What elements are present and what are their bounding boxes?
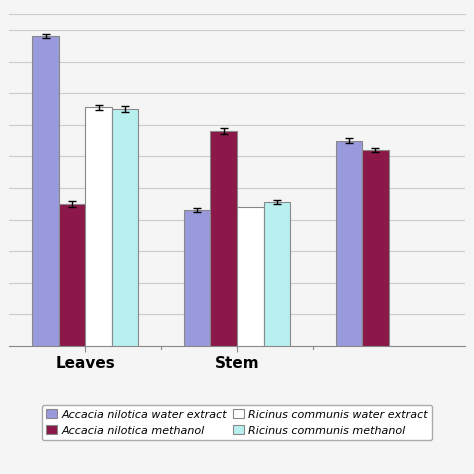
Bar — [85, 108, 112, 346]
Bar — [237, 207, 264, 346]
Bar — [59, 204, 85, 346]
Bar — [184, 210, 210, 346]
Bar — [32, 36, 59, 346]
Bar — [210, 131, 237, 346]
Legend: Accacia nilotica water extract, Accacia nilotica methanol, Ricinus communis wate: Accacia nilotica water extract, Accacia … — [42, 405, 432, 440]
Bar — [264, 202, 290, 346]
Bar — [362, 150, 389, 346]
Bar — [112, 109, 138, 346]
Bar — [336, 141, 362, 346]
